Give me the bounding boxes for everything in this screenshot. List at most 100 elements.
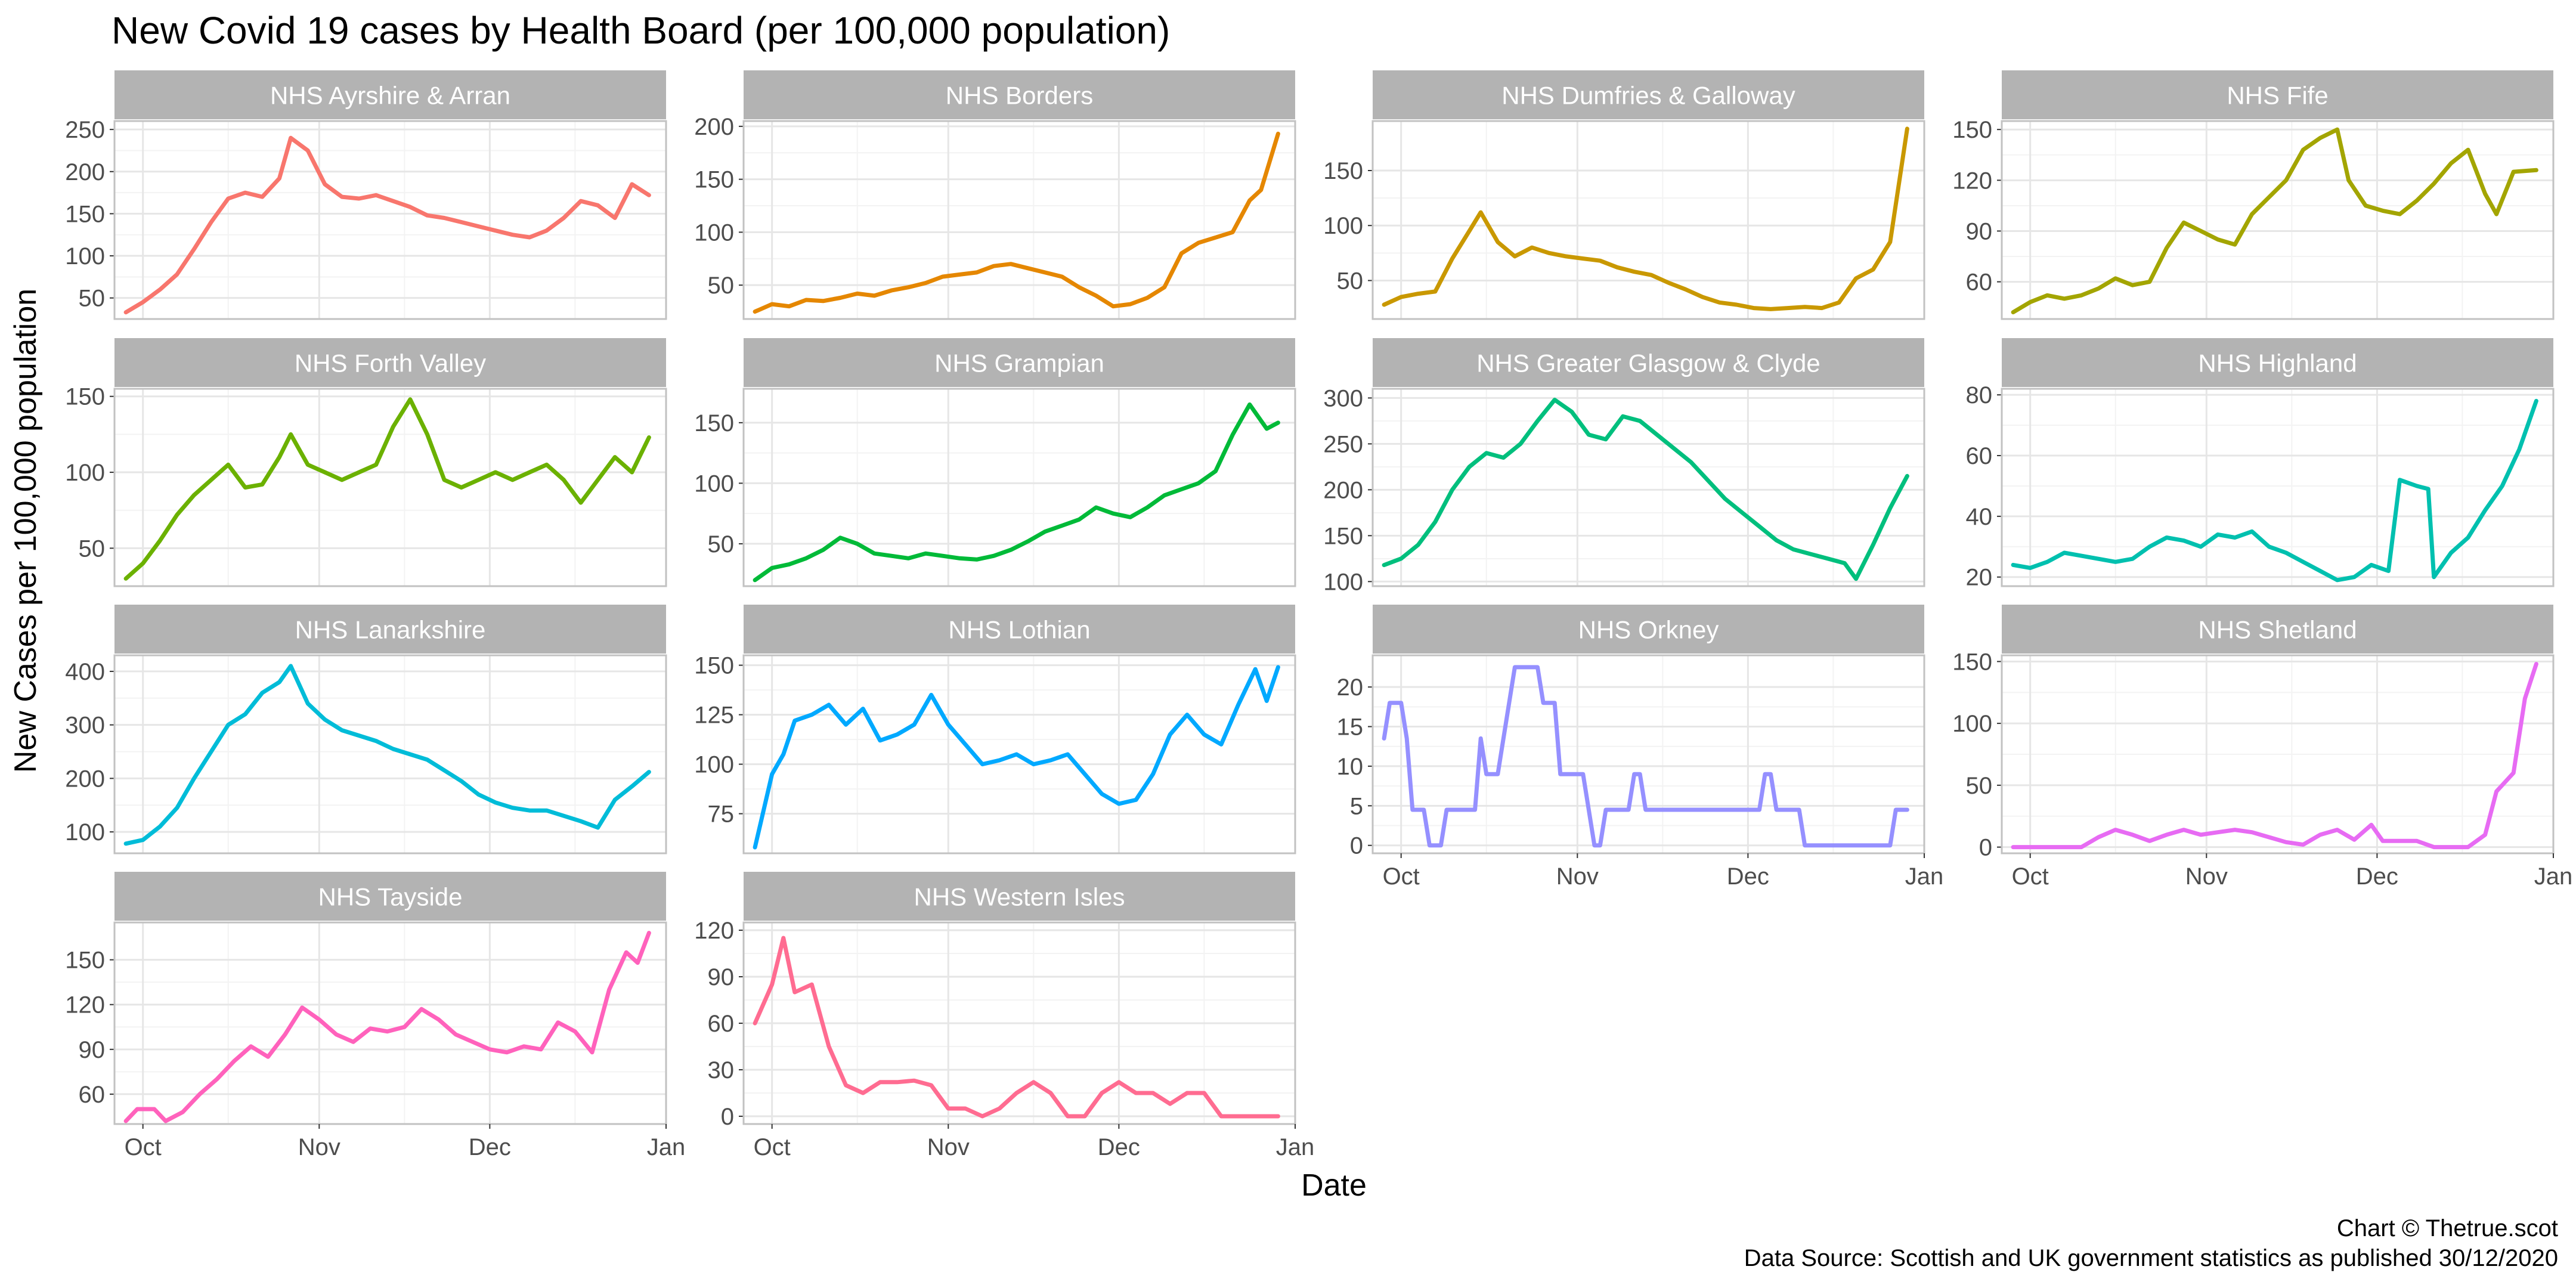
panel-background	[1373, 389, 1924, 586]
y-tick-label: 0	[1350, 833, 1363, 859]
y-tick-label: 120	[694, 918, 734, 944]
facet-strip-label: NHS Grampian	[934, 349, 1104, 377]
facet-panel: 0 30 60 90 120 NHS Western Isles Oct Nov Dec Jan	[694, 872, 1314, 1160]
y-tick-label: 150	[1323, 523, 1363, 549]
facet-strip-label: NHS Fife	[2227, 82, 2328, 110]
facet-strip	[114, 70, 666, 119]
x-tick-label: Nov	[927, 1134, 970, 1160]
series-line	[123, 931, 651, 1123]
facet-strip-label: NHS Dumfries & Galloway	[1501, 82, 1795, 110]
y-tick-label: 90	[708, 964, 735, 990]
y-tick-label: 50	[79, 535, 106, 562]
y-tick-label: 200	[65, 766, 105, 792]
panel-background	[1373, 655, 1924, 853]
facet-panel: 50 100 150 NHS Grampian	[694, 338, 1296, 587]
facet-strip-label: NHS Shetland	[2198, 616, 2357, 644]
series-line	[2011, 662, 2538, 850]
series-line	[753, 402, 1280, 583]
facet-strip	[1373, 70, 1924, 119]
facet-panel: 100 200 300 400 NHS Lanarkshire	[65, 605, 667, 854]
facet-strip	[1373, 605, 1924, 654]
series-line	[753, 936, 1280, 1119]
chart-credit: Chart © Thetrue.scot Data Source: Scotti…	[1744, 1213, 2558, 1273]
series-line	[1382, 126, 1909, 311]
series-line	[2011, 127, 2538, 315]
facet-panel: 75 100 125 150 NHS Lothian	[694, 605, 1296, 854]
y-tick-label: 0	[721, 1104, 734, 1130]
facet-panel: 50 100 150 200 NHS Borders	[694, 70, 1296, 320]
panel-background	[114, 389, 666, 586]
x-tick-label: Oct	[754, 1134, 791, 1160]
panel-border	[2001, 120, 2555, 320]
facet-panel: 50 100 150 200 250 NHS Ayrshire & Arran	[65, 70, 667, 320]
y-tick-label: 300	[1323, 385, 1363, 411]
facet-panel: 50 100 150 NHS Forth Valley	[65, 338, 667, 587]
x-tick-label: Jan	[1905, 863, 1944, 890]
x-tick-label: Jan	[2534, 863, 2573, 890]
x-tick-label: Dec	[1727, 863, 1769, 890]
facet-strip-label: NHS Highland	[2198, 349, 2357, 377]
x-tick-label: Dec	[2356, 863, 2398, 890]
panel-border	[2001, 388, 2555, 587]
y-tick-label: 150	[694, 167, 734, 193]
facet-strip	[2002, 338, 2553, 387]
data-source-text: Data Source: Scottish and UK government …	[1744, 1245, 2558, 1271]
x-tick-label: Nov	[2185, 863, 2228, 890]
y-tick-label: 200	[1323, 477, 1363, 503]
facet-strip	[114, 605, 666, 654]
panel-border	[742, 120, 1296, 320]
copyright-text: Chart © Thetrue.scot	[2336, 1215, 2558, 1241]
facet-strip-label: NHS Tayside	[318, 883, 463, 911]
y-tick-label: 90	[1966, 218, 1993, 244]
facet-panel: 0 5 10 15 20 NHS Orkney Oct Nov Dec Jan	[1337, 605, 1944, 890]
y-tick-label: 0	[1979, 835, 1992, 861]
facet-strip-label: NHS Borders	[946, 82, 1093, 110]
y-tick-label: 150	[65, 948, 105, 974]
x-tick-label: Oct	[125, 1134, 162, 1160]
facet-strip-label: NHS Lanarkshire	[295, 616, 486, 644]
y-tick-label: 30	[708, 1057, 735, 1083]
x-tick-label: Nov	[298, 1134, 340, 1160]
facet-strip	[2002, 605, 2553, 654]
y-tick-label: 15	[1337, 714, 1364, 741]
facet-panel: 60 90 120 150 NHS Tayside Oct Nov Dec Jan	[65, 872, 685, 1160]
y-tick-label: 150	[694, 653, 734, 679]
panel-border	[113, 921, 667, 1125]
series-line	[123, 135, 651, 315]
y-tick-label: 75	[708, 801, 735, 828]
x-tick-label: Dec	[1098, 1134, 1140, 1160]
y-tick-label: 50	[1337, 268, 1364, 294]
y-tick-label: 10	[1337, 754, 1364, 780]
facet-strip	[744, 70, 1295, 119]
series-line	[753, 131, 1280, 314]
facet-strip	[114, 338, 666, 387]
panel-border	[113, 388, 667, 587]
facet-strip	[114, 872, 666, 921]
y-tick-label: 300	[65, 713, 105, 739]
facet-strip	[744, 605, 1295, 654]
y-tick-label: 250	[1323, 431, 1363, 457]
facet-strip-label: NHS Lothian	[948, 616, 1090, 644]
x-tick-label: Oct	[2012, 863, 2049, 890]
panel-border	[742, 921, 1296, 1125]
panel-border	[742, 654, 1296, 854]
y-tick-label: 125	[694, 702, 734, 729]
facet-strip-label: NHS Greater Glasgow & Clyde	[1476, 349, 1820, 377]
y-tick-label: 5	[1350, 793, 1363, 819]
series-line	[1382, 665, 1909, 848]
panel-background	[1373, 121, 1924, 319]
facet-strip	[1373, 338, 1924, 387]
panel-background	[744, 121, 1295, 319]
y-tick-label: 150	[65, 201, 105, 227]
series-line	[753, 665, 1280, 850]
y-tick-label: 50	[708, 273, 735, 299]
series-line	[123, 664, 651, 846]
y-tick-label: 100	[65, 819, 105, 846]
y-tick-label: 60	[1966, 270, 1993, 296]
y-tick-label: 120	[1952, 168, 1992, 194]
y-tick-label: 100	[65, 460, 105, 486]
panel-border	[1371, 120, 1925, 320]
series-line	[1382, 398, 1909, 581]
y-tick-label: 90	[79, 1037, 106, 1063]
x-tick-label: Jan	[1276, 1134, 1315, 1160]
